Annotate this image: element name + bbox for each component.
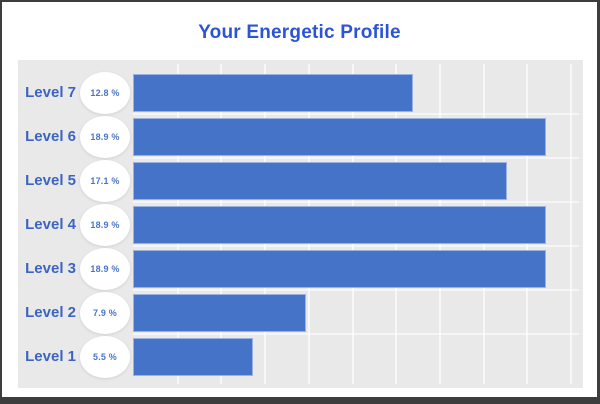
plot-area: Level 7 12.8 % Level 6 18.9 % Level 5 17.1 % L… <box>18 60 583 388</box>
bar <box>133 206 546 244</box>
category-label: Level 4 <box>25 216 76 233</box>
value-badge: 18.9 % <box>80 248 130 290</box>
category-label: Level 5 <box>25 172 76 189</box>
category-label: Level 6 <box>25 128 76 145</box>
value-badge-text: 5.5 % <box>92 352 117 362</box>
chart-row: Level 4 18.9 % <box>18 204 583 246</box>
value-badge: 17.1 % <box>80 160 130 202</box>
row-separator <box>133 157 579 159</box>
row-separator <box>133 333 579 335</box>
bar <box>133 294 306 332</box>
value-badge-text: 18.9 % <box>90 220 120 230</box>
value-badge: 12.8 % <box>80 72 130 114</box>
row-separator <box>133 201 579 203</box>
bar <box>133 338 254 376</box>
vertical-gridline <box>570 64 572 384</box>
chart-row: Level 5 17.1 % <box>18 160 583 202</box>
value-badge: 18.9 % <box>80 204 130 246</box>
chart-title: Your Energetic Profile <box>198 22 401 43</box>
value-badge-text: 18.9 % <box>90 132 120 142</box>
value-badge-text: 18.9 % <box>90 264 120 274</box>
category-label: Level 2 <box>25 304 76 321</box>
value-badge-text: 12.8 % <box>90 88 120 98</box>
chart-row: Level 7 12.8 % <box>18 72 583 114</box>
value-badge: 18.9 % <box>80 116 130 158</box>
bar <box>133 74 413 112</box>
row-separator <box>133 289 579 291</box>
chart-row: Level 3 18.9 % <box>18 248 583 290</box>
chart-row: Level 6 18.9 % <box>18 116 583 158</box>
bar <box>133 250 546 288</box>
category-label: Level 7 <box>25 84 76 101</box>
bar <box>133 162 507 200</box>
bar <box>133 118 546 156</box>
row-separator <box>133 113 579 115</box>
value-badge-text: 7.9 % <box>92 308 117 318</box>
value-badge-text: 17.1 % <box>90 176 120 186</box>
row-separator <box>133 245 579 247</box>
chart-row: Level 1 5.5 % <box>18 336 583 378</box>
category-label: Level 1 <box>25 348 76 365</box>
value-badge: 7.9 % <box>80 292 130 334</box>
value-badge: 5.5 % <box>80 336 130 378</box>
category-label: Level 3 <box>25 260 76 277</box>
chart-row: Level 2 7.9 % <box>18 292 583 334</box>
